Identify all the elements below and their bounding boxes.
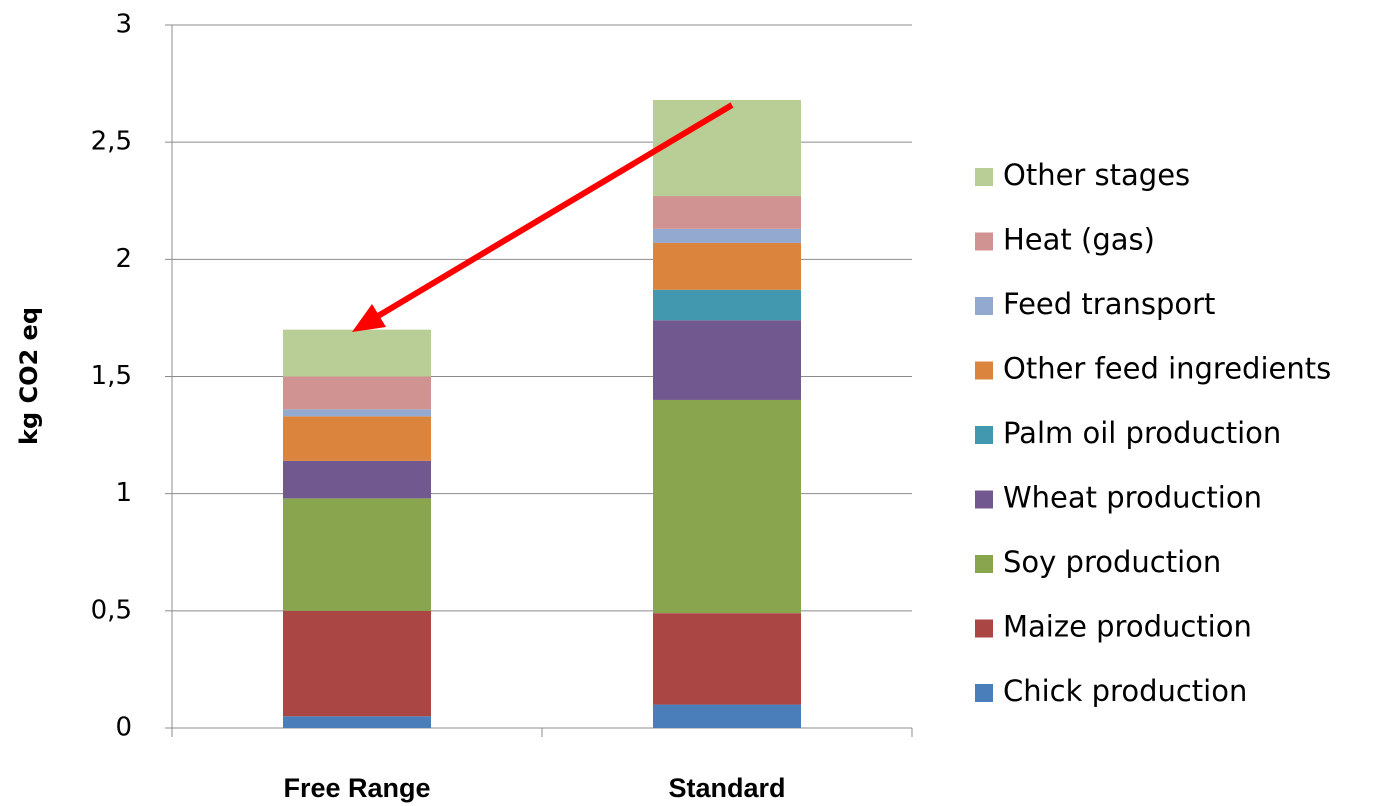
legend-swatch (975, 232, 993, 251)
bar-segment (653, 99, 801, 197)
legend-label: Wheat production (1003, 481, 1262, 515)
bar-segment (653, 289, 801, 321)
legend-swatch (975, 297, 993, 315)
bar-segment (653, 242, 801, 290)
bar-segment (653, 228, 801, 243)
legend-label: Palm oil production (1003, 416, 1281, 450)
annotation-arrow (352, 102, 734, 332)
legend-label: Heat (gas) (1003, 223, 1155, 257)
legend-label: Other stages (1003, 158, 1190, 192)
legend-label: Other feed ingredients (1003, 352, 1331, 386)
y-tick-label: 1 (115, 478, 132, 508)
bar-segment (283, 329, 431, 377)
bar-segment (283, 376, 431, 410)
bar-segment (653, 399, 801, 614)
bar-segment (283, 716, 431, 728)
y-tick-label: 1,5 (91, 361, 132, 391)
legend-label: Feed transport (1003, 287, 1215, 321)
plot-area: 0 0,5 1 1,5 2 2,5 3 Free Range Standard Chick pro… (91, 10, 1332, 804)
x-tick-label: Standard (668, 773, 785, 803)
legend-swatch (975, 555, 993, 573)
legend-swatch (975, 490, 993, 509)
legend-label: Chick production (1003, 674, 1247, 708)
y-tick-label: 2,5 (91, 127, 132, 157)
bar-segment (653, 613, 801, 705)
legend-label: Soy production (1003, 545, 1221, 579)
bar-segment (653, 704, 801, 728)
legend-swatch (975, 426, 993, 444)
bar-segment (283, 409, 431, 417)
bar-segment (283, 460, 431, 499)
y-tick-label: 3 (115, 10, 132, 40)
bar-segment (653, 196, 801, 229)
bar-segment (653, 320, 801, 400)
legend-label: Maize production (1003, 610, 1252, 644)
bar-segment (283, 610, 431, 717)
y-tick-label: 2 (115, 244, 132, 274)
bar-segment (283, 416, 431, 461)
arrow-head (352, 304, 386, 332)
x-tick-label: Free Range (283, 773, 430, 803)
y-axis-label: kg CO2 eq (15, 307, 43, 445)
y-tick-label: 0,5 (91, 595, 132, 625)
legend-swatch (975, 361, 993, 380)
legend-swatch (975, 168, 993, 186)
legend-swatch (975, 684, 993, 702)
bar-segment (283, 498, 431, 611)
arrow-shaft (376, 102, 734, 319)
legend-swatch (975, 619, 993, 638)
y-tick-label: 0 (115, 713, 132, 743)
